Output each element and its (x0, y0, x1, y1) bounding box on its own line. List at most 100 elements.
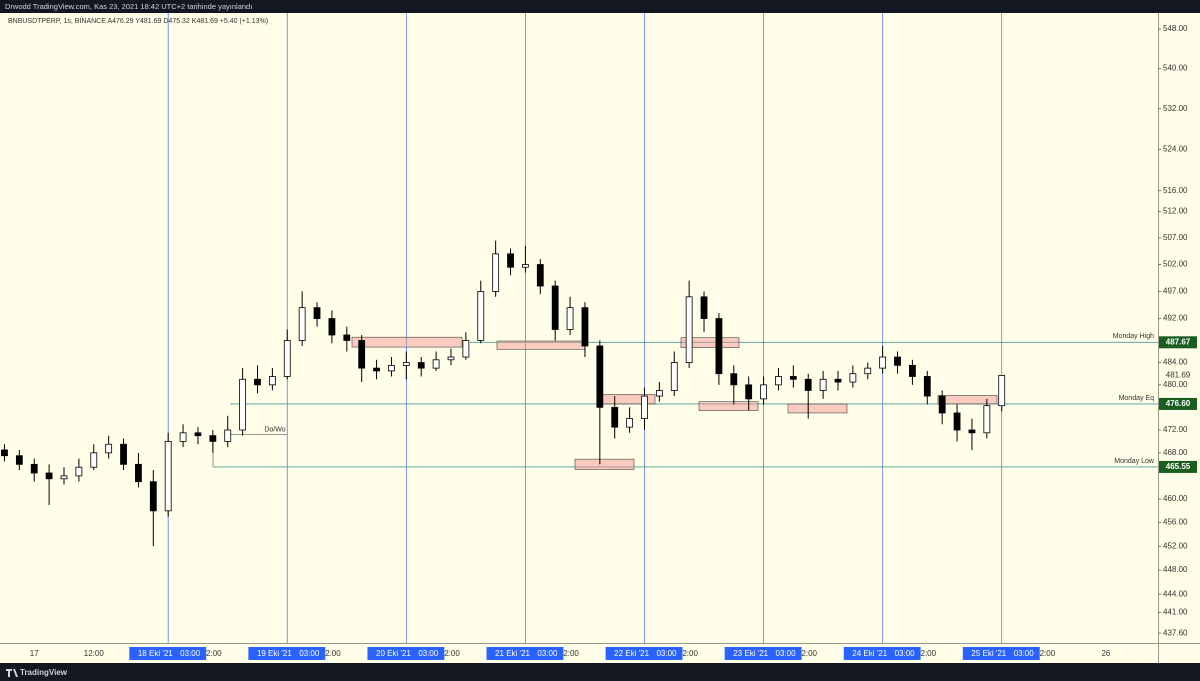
x-tick-label: 2:00 (206, 649, 222, 658)
candle-body (641, 395, 648, 420)
session-time-label: 03:00 (537, 649, 558, 658)
candle-body (700, 296, 708, 319)
candle-body (670, 362, 678, 391)
candle-body (373, 367, 380, 372)
y-tick-label: 472.00 (1163, 425, 1188, 434)
candle-body (164, 440, 172, 512)
session-time-label: 03:00 (418, 649, 439, 658)
zone (574, 458, 635, 470)
session-box (129, 647, 207, 660)
price-label: 476.60 (1166, 399, 1191, 408)
session-time-label: 03:00 (656, 649, 677, 658)
zone (680, 337, 740, 348)
last-price-label: 481.69 (1166, 371, 1191, 380)
price-label-box (1159, 460, 1197, 473)
y-tick-label: 448.00 (1163, 565, 1188, 574)
candle-body (45, 472, 53, 480)
session-box (962, 647, 1040, 660)
price-label-box (1159, 397, 1197, 410)
candle-body (447, 356, 455, 361)
session-box (367, 647, 445, 660)
candle-body (209, 435, 217, 442)
candle-body (254, 378, 261, 386)
candle-body (432, 359, 440, 369)
footer-brand: TradingView (20, 668, 68, 677)
session-time-label: 03:00 (180, 649, 201, 658)
candle-body (283, 340, 291, 377)
y-tick-label: 492.00 (1163, 314, 1188, 323)
candle-body (149, 481, 157, 512)
zone (698, 401, 759, 412)
level-name: Monday Low (1114, 458, 1155, 465)
candle-body (566, 307, 574, 330)
candle-body (75, 466, 83, 477)
candle-body (551, 285, 559, 330)
candle-body (909, 364, 916, 377)
candle-body (804, 378, 812, 391)
candle-body (194, 432, 202, 437)
candle-body (536, 264, 544, 287)
x-tick-label: 2:00 (801, 649, 817, 658)
candle-body (879, 356, 887, 369)
candle-body (298, 307, 306, 341)
x-tick-label: 2:00 (563, 649, 579, 658)
x-tick-label: 12:00 (84, 649, 105, 658)
session-date-label: 25 Eki '21 (971, 649, 1006, 658)
candle-body (120, 443, 127, 465)
candle-body (849, 373, 857, 383)
candle-body (715, 318, 723, 375)
candle-body (685, 296, 693, 363)
price-label: 465.55 (1166, 462, 1191, 471)
candle-body (611, 406, 619, 428)
candle-body (894, 356, 901, 366)
candle-body (15, 455, 23, 465)
candle-body (998, 375, 1006, 407)
candle-body (745, 384, 753, 400)
candle-body (1, 449, 8, 457)
candle-body (313, 307, 321, 319)
candle-body (388, 364, 395, 372)
session-date-label: 19 Eki '21 (257, 649, 292, 658)
candle-body (775, 376, 782, 386)
session-box (605, 647, 683, 660)
candle-body (105, 443, 113, 454)
y-tick-label: 437.60 (1163, 628, 1188, 637)
session-date-label: 24 Eki '21 (852, 649, 887, 658)
y-tick-label: 548.00 (1163, 24, 1188, 33)
candle-body (789, 376, 797, 380)
candle-body (328, 318, 336, 336)
session-box (724, 647, 802, 660)
zone (937, 395, 998, 405)
y-tick-label: 512.00 (1163, 207, 1188, 216)
session-date-label: 23 Eki '21 (733, 649, 768, 658)
x-tick-label: 2:00 (921, 649, 937, 658)
session-time-label: 03:00 (1014, 649, 1035, 658)
candle-body (60, 475, 68, 480)
candle-body (492, 253, 500, 292)
candle-body (581, 307, 589, 347)
price-label: 487.67 (1166, 337, 1191, 346)
y-tick-label: 441.00 (1163, 607, 1188, 616)
candle-body (343, 334, 351, 341)
y-tick-label: 456.00 (1163, 518, 1188, 527)
candle-body (626, 418, 634, 428)
level-name: Monday High (1113, 333, 1154, 340)
candle-body (30, 463, 38, 474)
logo (6, 669, 18, 677)
candle-body (834, 378, 842, 383)
y-tick-label: 460.00 (1163, 494, 1188, 503)
session-time-label: 03:00 (776, 649, 797, 658)
candle-body (819, 378, 827, 391)
session-time-label: 03:00 (895, 649, 916, 658)
candle-body (522, 264, 529, 268)
y-tick-label: 452.00 (1163, 541, 1188, 550)
candle-body (239, 378, 247, 431)
zone (787, 403, 848, 414)
candle-body (864, 367, 872, 375)
header-text: Drwodd TradingView.com, Kas 23, 2021 18:… (5, 2, 252, 11)
zone (496, 340, 586, 350)
candle-body (135, 463, 142, 483)
candle-body (358, 340, 366, 369)
y-tick-label: 468.00 (1163, 448, 1188, 457)
